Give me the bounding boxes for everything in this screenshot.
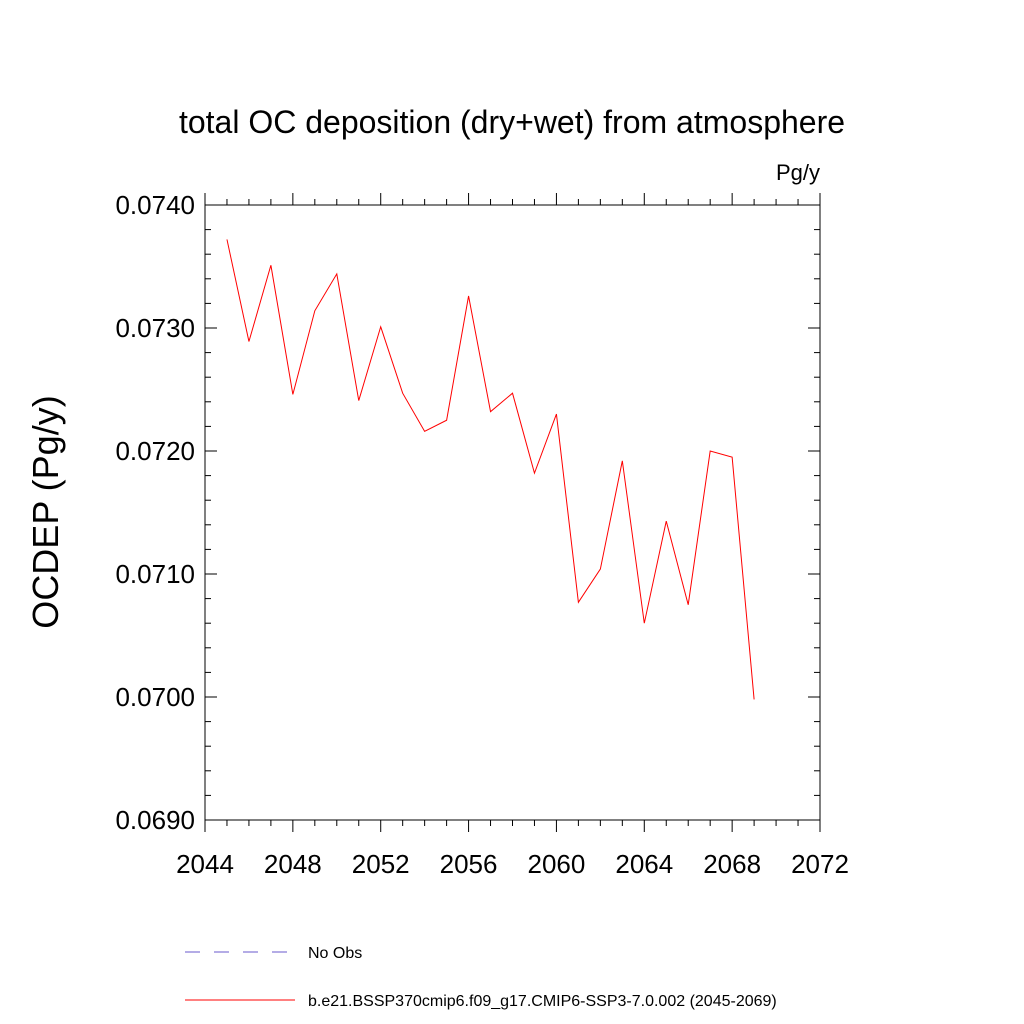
chart-title: total OC deposition (dry+wet) from atmos… xyxy=(179,104,845,140)
y-tick-label: 0.0740 xyxy=(115,190,195,220)
y-tick-label: 0.0720 xyxy=(115,436,195,466)
x-tick-label: 2060 xyxy=(528,849,586,879)
units-label: Pg/y xyxy=(776,160,820,185)
x-tick-label: 2072 xyxy=(791,849,849,879)
series-line xyxy=(226,239,755,700)
legend: No Obs b.e21.BSSP370cmip6.f09_g17.CMIP6-… xyxy=(185,945,777,1010)
x-axis-ticks: 2044 2048 2052 2056 2060 2064 2068 2072 xyxy=(176,193,849,879)
y-tick-label: 0.0730 xyxy=(115,313,195,343)
x-tick-label: 2068 xyxy=(703,849,761,879)
y-tick-label: 0.0710 xyxy=(115,559,195,589)
series-group xyxy=(226,239,755,700)
x-tick-label: 2064 xyxy=(615,849,673,879)
y-tick-label: 0.0690 xyxy=(115,805,195,835)
x-tick-label: 2056 xyxy=(440,849,498,879)
legend-label-no-obs: No Obs xyxy=(308,945,362,962)
legend-label-model-run: b.e21.BSSP370cmip6.f09_g17.CMIP6-SSP3-7.… xyxy=(308,993,777,1010)
x-tick-label: 2052 xyxy=(352,849,410,879)
x-tick-label: 2048 xyxy=(264,849,322,879)
y-axis-ticks: 0.0690 0.0700 0.0710 0.0720 0.0730 0.0740 xyxy=(115,190,820,835)
plot-frame xyxy=(204,204,821,821)
y-axis-label: OCDEP (Pg/y) xyxy=(25,395,66,628)
x-tick-label: 2044 xyxy=(176,849,234,879)
y-tick-label: 0.0700 xyxy=(115,682,195,712)
